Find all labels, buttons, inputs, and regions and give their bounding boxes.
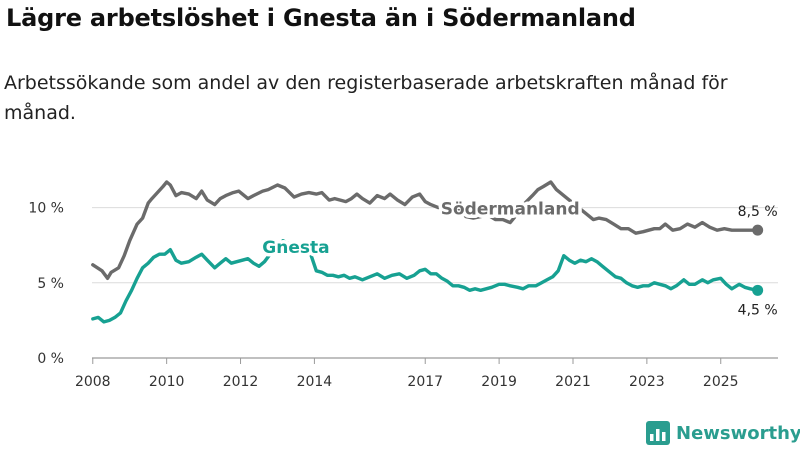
x-tick-label: 2021 [555, 374, 591, 390]
chart-subtitle: Arbetssökande som andel av den registerb… [4, 72, 728, 124]
series-name-halo-s-dermanland: Södermanland [441, 200, 580, 220]
x-tick-label: 2017 [407, 374, 443, 390]
y-tick-label: 10 % [28, 201, 64, 217]
x-tick-label: 2012 [223, 374, 259, 390]
series-line-s-dermanland [91, 180, 760, 280]
series-name-label-s-dermanland: Södermanland [441, 200, 580, 220]
end-point-gnesta [752, 284, 764, 296]
x-tick-label: 2014 [297, 374, 333, 390]
x-tick-label: 2019 [481, 374, 517, 390]
series-line-gnesta [91, 238, 760, 324]
chart-title: Lägre arbetslöshet i Gnesta än i Söderma… [6, 4, 636, 32]
x-tick-label: 2023 [629, 374, 665, 390]
end-value-label-gnesta: 4,5 % [738, 302, 778, 318]
x-tick-label: 2025 [703, 374, 739, 390]
series-name-halo-gnesta: Gnesta [262, 238, 329, 258]
y-tick-label: 5 % [37, 276, 64, 292]
x-tick-label: 2010 [149, 374, 185, 390]
end-point-s-dermanland [752, 224, 764, 236]
end-value-label-s-dermanland: 8,5 % [738, 204, 778, 220]
series-name-label-gnesta: Gnesta [262, 238, 329, 258]
x-tick-label: 2008 [75, 374, 111, 390]
y-tick-label: 0 % [37, 351, 64, 367]
logo-text: Newsworthy [676, 422, 800, 444]
newsworthy-logo: Newsworthy [646, 421, 800, 445]
bar-chart-icon [646, 421, 670, 445]
